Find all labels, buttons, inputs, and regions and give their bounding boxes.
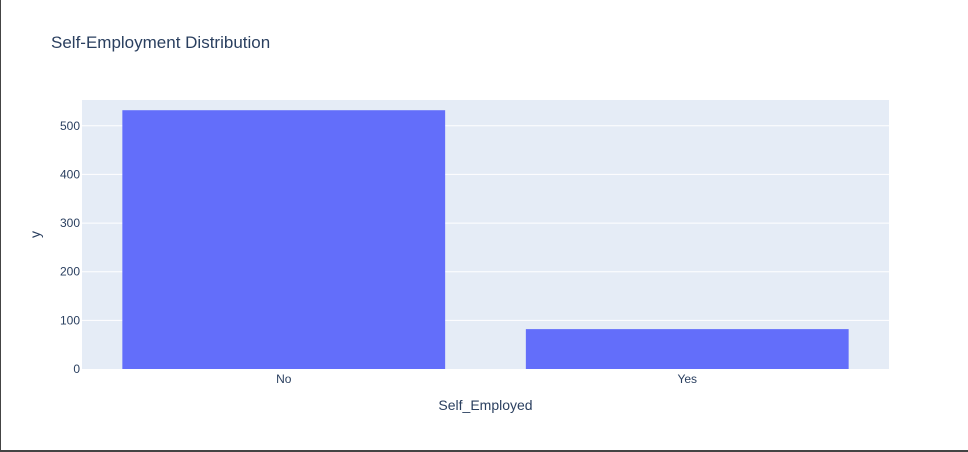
- y-axis-ticks: 0 100 200 300 400 500: [60, 119, 80, 376]
- x-tick-label: Yes: [677, 372, 697, 386]
- y-tick-label: 500: [60, 119, 80, 133]
- chart-title: Self-Employment Distribution: [51, 33, 271, 52]
- x-axis-ticks: No Yes: [276, 372, 697, 386]
- x-axis-title: Self_Employed: [438, 397, 532, 413]
- y-tick-label: 400: [60, 167, 80, 181]
- x-tick-label: No: [276, 372, 292, 386]
- y-tick-label: 200: [60, 265, 80, 279]
- y-tick-label: 0: [73, 362, 80, 376]
- bar-no: [122, 110, 446, 370]
- bar-yes: [525, 329, 849, 369]
- bars: [122, 110, 849, 370]
- y-axis-title: y: [27, 231, 43, 238]
- y-tick-label: 300: [60, 216, 80, 230]
- y-tick-label: 100: [60, 313, 80, 327]
